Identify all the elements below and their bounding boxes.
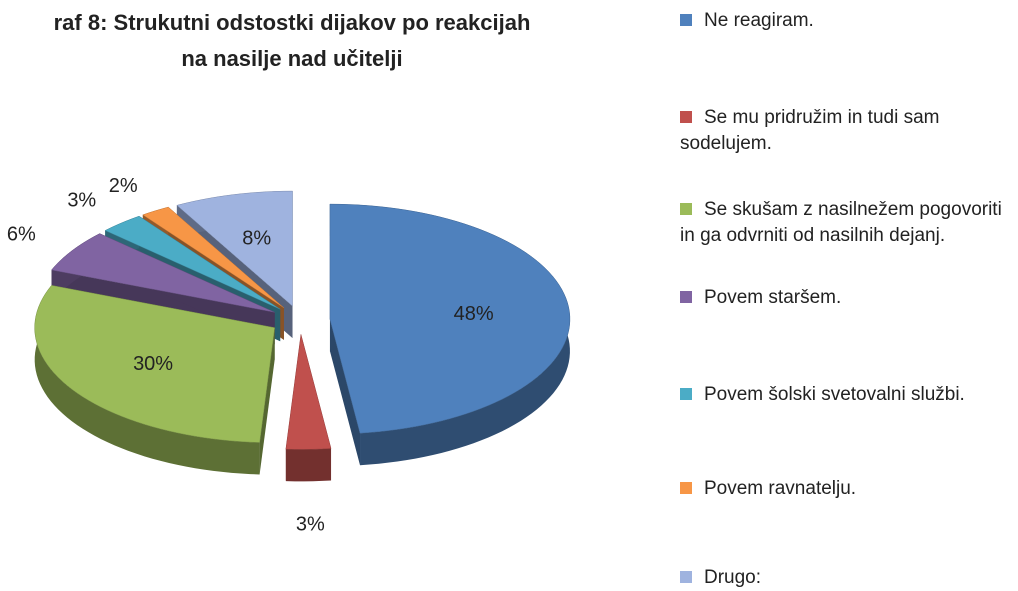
slice [34,285,275,443]
slice-side [259,327,275,475]
data-label: 3% [67,190,96,212]
legend-swatch [680,482,692,494]
legend-item: Ne reagiram. [680,8,1016,34]
legend-label: Se skušam z nasilnežem pogovoriti in ga … [680,199,1002,246]
slice [176,190,293,307]
legend-swatch [680,291,692,303]
legend-swatch [680,571,692,583]
legend-swatch [680,388,692,400]
legend-label: Povem šolski svetovalni službi. [704,384,965,405]
legend-label: Povem staršem. [704,287,842,308]
data-label: 3% [296,513,325,535]
legend-item: Se mu pridružim in tudi sam sodelujem. [680,105,1016,157]
legend-label: Ne reagiram. [704,10,814,31]
legend-label: Drugo: [704,567,762,588]
data-label: 8% [242,228,271,250]
chart-title: na nasilje nad učitelji [181,46,402,71]
data-label: 30% [133,353,173,375]
legend-item: Povem ravnatelju. [680,476,1016,502]
data-label: 2% [109,175,138,197]
slice-side [34,285,260,475]
slice [285,334,332,450]
legend-item: Povem staršem. [680,285,1016,311]
slice-side [285,448,332,482]
legend-label: Se mu pridružim in tudi sam sodelujem. [680,107,940,154]
legend-swatch [680,203,692,215]
slice [51,233,275,313]
slice-side [329,319,361,466]
slice [142,206,285,309]
legend: Ne reagiram. Se mu pridružim in tudi sam … [680,0,1018,591]
legend-item: Se skušam z nasilnežem pogovoriti in ga … [680,197,1016,249]
data-label: 6% [7,224,36,246]
legend-item: Povem šolski svetovalni službi. [680,382,1016,408]
legend-swatch [680,14,692,26]
slice [104,215,281,310]
slice [329,203,571,434]
legend-item: Drugo: [680,565,1016,591]
chart: raf 8: Strukutni odstostki dijakov po re… [7,10,571,535]
data-label: 48% [454,303,494,325]
chart-title: raf 8: Strukutni odstostki dijakov po re… [54,10,531,35]
legend-label: Povem ravnatelju. [704,478,857,499]
legend-swatch [680,111,692,123]
